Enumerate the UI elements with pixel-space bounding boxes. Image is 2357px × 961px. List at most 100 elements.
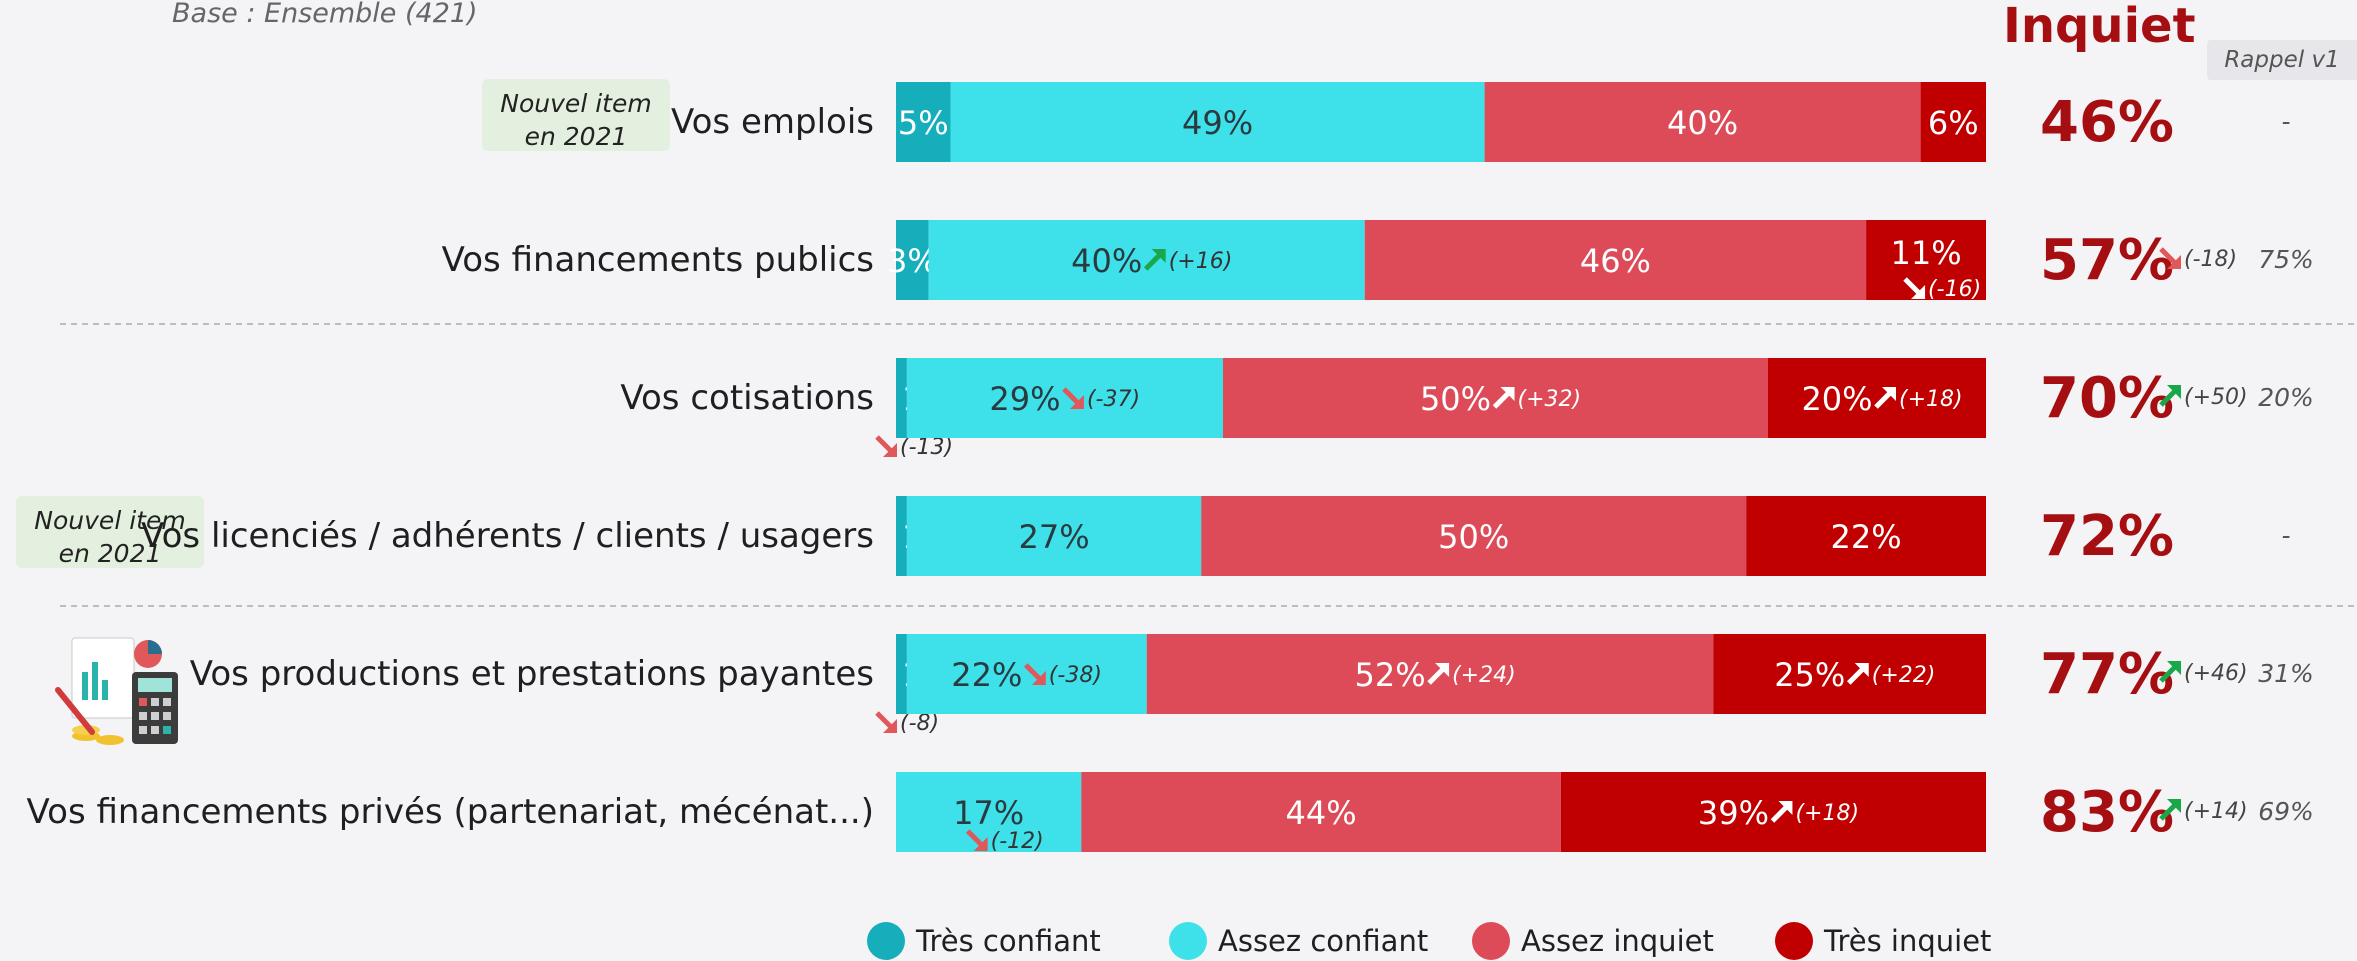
bar-segment: [896, 772, 1082, 852]
arrow-up-icon: [1770, 801, 1793, 823]
rappel-value: 69%: [2258, 797, 2314, 826]
legend-label: Très inquiet: [1823, 924, 1991, 958]
arrow-up-icon: [2159, 661, 2181, 683]
change-label: (-38): [1049, 663, 1102, 688]
value-label: 40%: [1071, 242, 1142, 280]
category-label: Vos productions et prestations payantes: [190, 654, 874, 694]
change-label: (-12): [991, 829, 1044, 854]
badge-line-1: Nouvel item: [500, 89, 652, 118]
badge-line-2: en 2021: [58, 539, 162, 568]
arrow-down-icon: [1024, 663, 1046, 685]
legend-swatch: [867, 922, 905, 960]
value-label: 22%: [951, 656, 1022, 694]
bar-segment: [1484, 82, 1921, 162]
inquiet-change: (+50): [2184, 385, 2248, 410]
change-label: (+24): [1452, 663, 1516, 688]
arrow-up-icon: [1143, 249, 1166, 271]
badge-line-2: en 2021: [524, 122, 628, 151]
value-label: 6%: [1928, 104, 1979, 142]
bar-segment: [1223, 358, 1768, 438]
arrow-down-icon: [1062, 387, 1084, 409]
change-label: (+18): [1795, 801, 1859, 826]
change-label: (+32): [1518, 387, 1582, 412]
value-label: 17%: [953, 794, 1024, 832]
category-label: Vos emplois: [671, 102, 874, 142]
value-label: 39%: [1698, 794, 1769, 832]
bar-segment: [896, 496, 907, 576]
legend-label: Assez confiant: [1218, 924, 1428, 958]
arrow-down-icon: [2159, 247, 2181, 269]
legend-swatch: [1169, 922, 1207, 960]
arrow-up-icon: [1846, 663, 1869, 685]
inquiet-total: 72%: [2040, 504, 2174, 569]
bar-segment: [1201, 496, 1747, 576]
new-item-badge: Nouvel item en 2021: [16, 496, 204, 568]
bar-segment: [1081, 772, 1561, 852]
bar-segment: [1560, 772, 1986, 852]
value-label: 20%: [1801, 380, 1872, 418]
bar-segment: [1713, 634, 1986, 714]
bar-segment: [906, 358, 1223, 438]
value-label: 5%: [898, 104, 949, 142]
inquiet-change: (+46): [2184, 661, 2248, 686]
badge-line-1: Nouvel item: [34, 506, 186, 535]
arrow-up-icon: [1492, 387, 1515, 409]
calculator-documents-icon: [55, 637, 178, 745]
rappel-value: -: [2281, 521, 2290, 550]
bar-segment: [1866, 220, 1986, 300]
change-label: (-8): [900, 711, 939, 736]
legend-label: Très confiant: [915, 924, 1101, 958]
legend-swatch: [1775, 922, 1813, 960]
new-item-badge: Nouvel item en 2021: [482, 79, 670, 151]
bar-segment: [1364, 220, 1867, 300]
arrow-down-icon: [875, 435, 897, 457]
inquiet-column-title: Inquiet: [2003, 0, 2196, 54]
inquiet-total: 70%: [2040, 366, 2174, 431]
change-label: (-37): [1087, 387, 1140, 412]
change-label: (-16): [1928, 277, 1981, 302]
bar-segment: [896, 82, 951, 162]
value-label: 22%: [1831, 518, 1902, 556]
arrow-up-icon: [2159, 799, 2181, 821]
inquiet-change: (+14): [2184, 799, 2248, 824]
base-note: Base : Ensemble (421): [172, 0, 478, 29]
rappel-value: 20%: [2258, 383, 2314, 412]
inquiet-change: (-18): [2184, 247, 2237, 272]
category-label: Vos cotisations: [620, 378, 874, 418]
bar-segment: [1920, 82, 1986, 162]
bar-segment: [928, 220, 1365, 300]
arrow-down-icon: [965, 829, 988, 851]
category-label: Vos licenciés / adhérents / clients / us…: [141, 516, 874, 556]
rappel-value: 75%: [2258, 245, 2314, 274]
bar-segment: [896, 358, 907, 438]
bar-segment: [896, 220, 929, 300]
bar-segment: [906, 634, 1147, 714]
category-label: Vos financements publics: [442, 240, 874, 280]
bar-segment: [1746, 496, 1986, 576]
inquiet-total: 46%: [2040, 90, 2174, 155]
value-label: 40%: [1667, 104, 1738, 142]
legend-swatch: [1472, 922, 1510, 960]
value-label: 11%: [1890, 234, 1961, 272]
arrow-up-icon: [1427, 663, 1450, 685]
value-label: 46%: [1580, 242, 1651, 280]
rappel-column-header: Rappel v1: [2207, 40, 2357, 80]
category-label: Vos financements privés (partenariat, mé…: [27, 792, 874, 832]
value-label: 49%: [1182, 104, 1253, 142]
change-label: (+16): [1169, 249, 1233, 274]
bar-segment: [1768, 358, 1986, 438]
value-label: 29%: [989, 380, 1060, 418]
bar-segment: [896, 634, 907, 714]
inquiet-total: 83%: [2040, 780, 2174, 845]
arrow-down-icon: [875, 711, 897, 733]
legend-label: Assez inquiet: [1521, 924, 1714, 958]
bar-segment: [906, 496, 1202, 576]
arrow-up-icon: [2159, 385, 2181, 407]
rappel-value: -: [2281, 107, 2290, 136]
value-label: 52%: [1355, 656, 1426, 694]
rappel-value: 31%: [2258, 659, 2314, 688]
arrow-down-icon: [1903, 277, 1926, 299]
inquiet-total: 77%: [2040, 642, 2174, 707]
value-label: 50%: [1420, 380, 1491, 418]
